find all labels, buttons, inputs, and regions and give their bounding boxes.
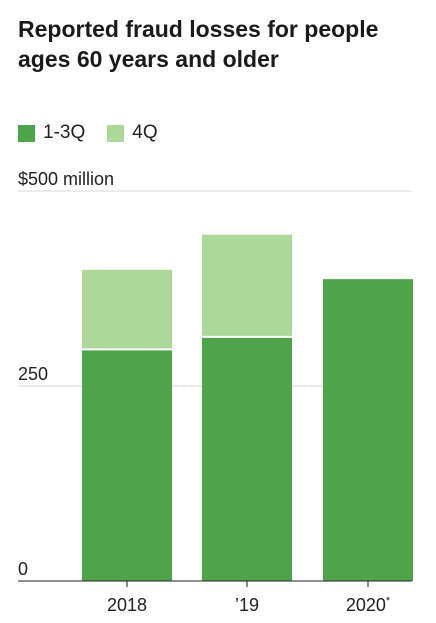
legend-swatch-1-3q [18, 124, 35, 142]
legend: 1-3Q 4Q [18, 122, 180, 144]
bar-chart: 0 250 $500 million 2018 ’19 2020* [18, 169, 413, 615]
y-tick-label: $500 million [18, 169, 114, 189]
bar-1-3q-0 [82, 349, 172, 581]
legend-item-4q: 4Q [107, 122, 158, 144]
y-axis-ticks: 0 250 $500 million [18, 169, 114, 579]
bar-4q-1 [202, 234, 292, 337]
legend-label-4q: 4Q [132, 122, 158, 143]
x-tick-label: ’19 [235, 595, 259, 615]
bar-4q-0 [82, 269, 172, 350]
legend-swatch-4q [107, 124, 125, 142]
y-tick-label: 250 [18, 364, 48, 384]
x-tick-label: 2018 [107, 595, 147, 615]
x-axis-ticks: 2018 ’19 2020* [18, 580, 412, 615]
x-tick-label: 2020* [346, 595, 391, 615]
bar-1-3q-2 [323, 279, 413, 581]
y-tick-label: 0 [18, 559, 28, 579]
bars [82, 234, 413, 581]
legend-label-1-3q: 1-3Q [43, 122, 86, 143]
legend-item-1-3q: 1-3Q [18, 122, 85, 144]
chart-title: Reported fraud losses for people ages 60… [18, 16, 379, 72]
bar-1-3q-1 [202, 336, 292, 581]
